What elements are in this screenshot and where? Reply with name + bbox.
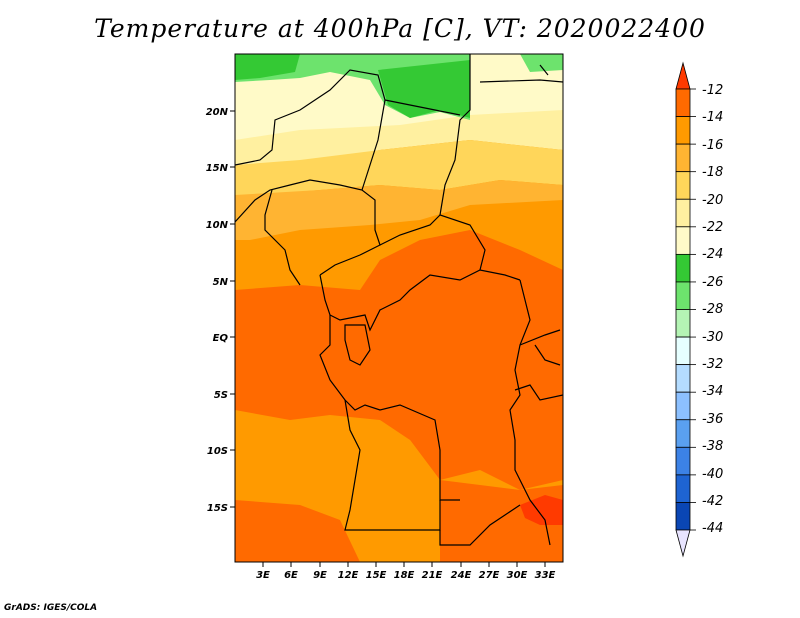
colorbar-segment: [675, 446, 691, 476]
lon-label-33e: 33E: [535, 570, 556, 581]
lon-label-3e: 3E: [256, 570, 270, 581]
lon-label-9e: 9E: [313, 570, 327, 581]
colorbar-segment: [675, 281, 691, 310]
colorbar-segment: [675, 419, 691, 448]
lat-label-10s: 10S: [207, 446, 228, 457]
colorbar-label: -26: [702, 275, 723, 290]
colorbar-label: -34: [702, 384, 723, 399]
colorbar-segment: [675, 88, 691, 117]
temperature-field: [235, 54, 563, 562]
colorbar-segment: [675, 171, 691, 200]
colorbar-segment: [675, 253, 691, 283]
colorbar-label: -42: [702, 494, 723, 509]
colorbar-segment: [675, 474, 691, 503]
lon-label-6e: 6E: [284, 570, 298, 581]
colorbar-label: -40: [702, 467, 723, 482]
colorbar-segment: [675, 502, 691, 531]
lon-label-30e: 30E: [507, 570, 528, 581]
colorbar-segment: [675, 198, 691, 228]
colorbar: [675, 61, 696, 558]
lat-label-15s: 15S: [207, 503, 228, 514]
colorbar-label: -32: [702, 357, 723, 372]
map-frame: [234, 53, 564, 563]
colorbar-segment: [675, 336, 691, 366]
lon-label-15e: 15E: [366, 570, 387, 581]
colorbar-label: -36: [702, 412, 723, 427]
colorbar-segment: [675, 226, 691, 255]
colorbar-label: -38: [702, 439, 723, 454]
colorbar-label: -18: [702, 165, 723, 180]
colorbar-label: -44: [702, 521, 723, 536]
latitude-ticks: [230, 110, 235, 508]
colorbar-label: -14: [702, 110, 723, 125]
lat-label-eq: EQ: [213, 333, 229, 344]
colorbar-label: -24: [702, 247, 723, 262]
grads-credit: GrADS: IGES/COLA: [4, 603, 98, 613]
colorbar-label: -22: [702, 220, 723, 235]
colorbar-label: -16: [702, 138, 723, 153]
lon-label-21e: 21E: [422, 570, 443, 581]
colorbar-segment: [675, 364, 691, 393]
lon-label-27e: 27E: [479, 570, 500, 581]
lon-label-24e: 24E: [451, 570, 472, 581]
colorbar-label: -12: [702, 83, 723, 98]
colorbar-segment: [675, 391, 691, 421]
colorbar-bottom-arrow: [675, 529, 691, 558]
colorbar-segment: [675, 143, 691, 173]
lat-label-20n: 20N: [206, 107, 229, 118]
colorbar-segment: [675, 309, 691, 338]
lon-label-18e: 18E: [394, 570, 415, 581]
colorbar-top-arrow: [675, 61, 691, 90]
country-borders: [235, 54, 563, 546]
lat-label-10n: 10N: [206, 220, 229, 231]
map-title: Temperature at 400hPa [C], VT: 202002240…: [94, 14, 706, 43]
colorbar-label: -30: [702, 330, 723, 345]
colorbar-segment: [675, 116, 691, 145]
lat-label-5n: 5N: [213, 277, 229, 288]
lat-label-5s: 5S: [214, 390, 228, 401]
longitude-ticks: [262, 562, 546, 567]
colorbar-label: -28: [702, 302, 723, 317]
lon-label-12e: 12E: [338, 570, 359, 581]
lat-label-15n: 15N: [206, 163, 229, 174]
colorbar-label: -20: [702, 193, 723, 208]
